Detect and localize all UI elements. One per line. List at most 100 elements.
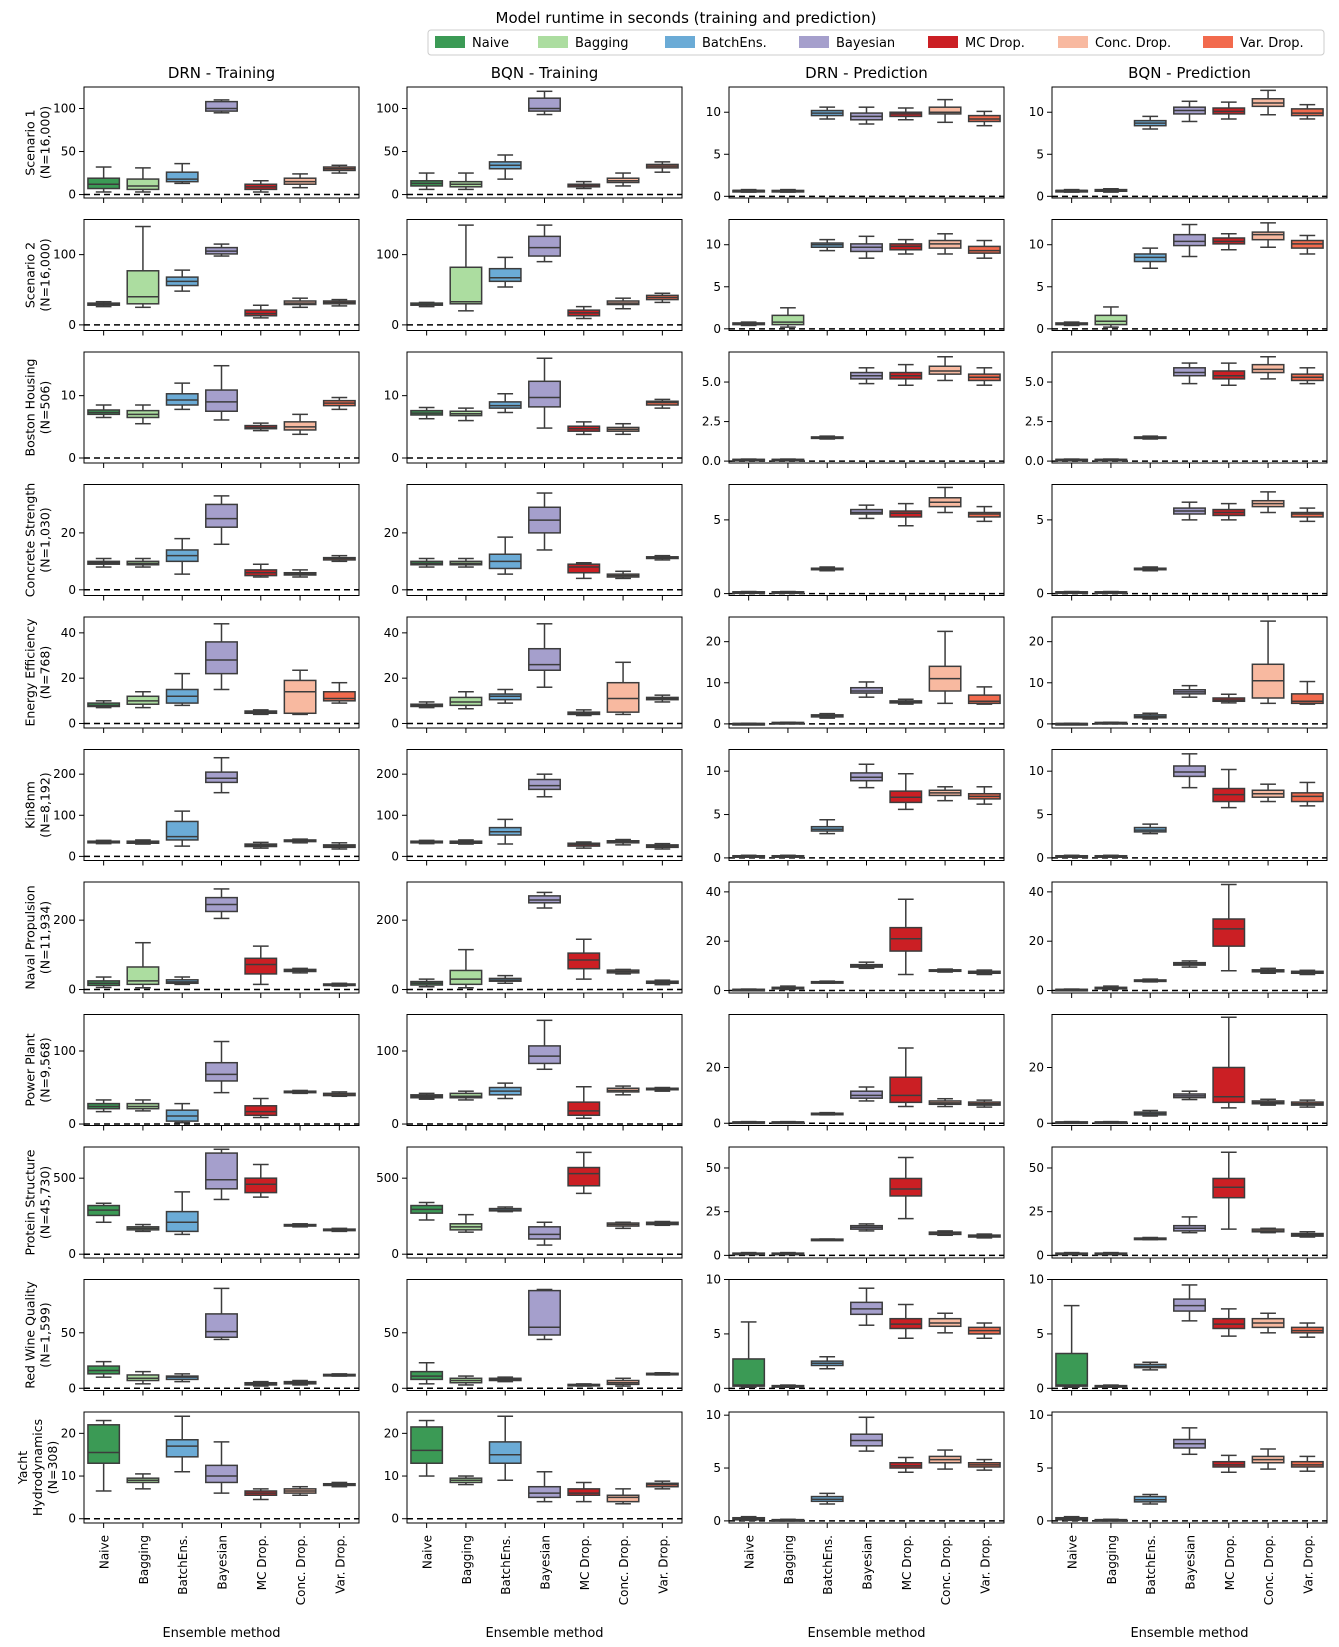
x-axis-label: Ensemble method <box>485 1626 603 1641</box>
box-bayesian <box>850 504 883 520</box>
y-tick-label: 0 <box>68 188 76 202</box>
box-naive <box>87 1099 121 1113</box>
legend-swatch <box>928 36 958 48</box>
box-naive <box>410 172 444 191</box>
box-bayesian <box>1173 960 1206 968</box>
box-bayesian <box>205 1040 238 1094</box>
box-conc-drop- <box>283 173 317 189</box>
box-bayesian <box>850 235 883 259</box>
box-bagging <box>449 1375 483 1386</box>
y-tick-label: 20 <box>1029 1060 1044 1074</box>
box-body <box>205 771 238 784</box>
box-body <box>967 694 1001 705</box>
box-mc-drop- <box>244 1163 278 1198</box>
box-naive <box>87 1419 121 1492</box>
box-body <box>606 1494 640 1503</box>
box-mc-drop- <box>889 502 923 527</box>
y-tick-label: 20 <box>61 671 76 685</box>
box-bagging <box>126 839 160 845</box>
y-tick-label: 0 <box>391 1117 399 1131</box>
box-bayesian <box>205 364 238 421</box>
box-mc-drop- <box>889 1303 923 1340</box>
box-naive <box>732 188 766 193</box>
panel-frame <box>83 219 360 331</box>
panel: 0 5 10 <box>1029 749 1328 866</box>
box-bayesian <box>205 888 238 920</box>
box-body <box>1094 314 1128 326</box>
box-body <box>928 106 962 115</box>
box-body <box>205 1464 238 1484</box>
y-tick-label: 0 <box>713 851 721 865</box>
box-batchens- <box>165 382 199 411</box>
box-body <box>1212 918 1246 947</box>
box-var-drop- <box>645 161 679 173</box>
box-bayesian <box>850 106 883 125</box>
box-batchens- <box>810 712 844 719</box>
box-var-drop- <box>322 1481 356 1488</box>
figure-title: Model runtime in seconds (training and p… <box>496 9 877 27</box>
y-tick-label: 5 <box>1036 808 1044 822</box>
box-bayesian <box>850 681 883 698</box>
box-conc-drop- <box>1251 620 1285 705</box>
box-bayesian <box>528 773 561 798</box>
box-batchens- <box>810 1111 844 1116</box>
box-bayesian <box>1173 753 1206 789</box>
box-naive <box>1055 321 1089 327</box>
box-var-drop- <box>322 1091 356 1098</box>
box-var-drop- <box>322 554 356 563</box>
y-tick-label: 2.5 <box>1025 415 1044 429</box>
x-tick-label: Naive <box>421 1535 435 1569</box>
box-bayesian <box>528 90 561 116</box>
legend-label: Bagging <box>575 36 629 51</box>
row-label-line: (N=9,568) <box>38 1037 53 1102</box>
panel: 0 20 <box>706 1014 1005 1131</box>
row-label-line: Naval Propulsion <box>23 885 38 989</box>
panel-frame <box>1051 1014 1328 1126</box>
x-tick-label: BatchEns. <box>176 1535 190 1595</box>
row-label-line: (N=768) <box>38 646 53 699</box>
box-bagging <box>771 1518 805 1522</box>
box-mc-drop- <box>244 945 278 986</box>
box-bagging <box>126 557 160 568</box>
box-body <box>449 969 483 986</box>
box-mc-drop- <box>1212 693 1246 704</box>
y-tick-label: 0 <box>68 983 76 997</box>
y-tick-label: 5.0 <box>702 375 721 389</box>
box-bagging <box>1094 1518 1128 1522</box>
y-tick-label: 0 <box>713 189 721 203</box>
box-body <box>1290 792 1324 803</box>
box-batchens- <box>488 256 522 288</box>
panel: 0 10 20 Naive Bagging BatchEns. Bayesian MC Dro… <box>384 1411 683 1641</box>
box-mc-drop- <box>889 773 923 811</box>
box-batchens- <box>488 154 522 180</box>
box-bagging <box>771 1384 805 1388</box>
y-tick-label: 5 <box>713 808 721 822</box>
box-batchens- <box>1133 435 1167 440</box>
row-label-line: Hydrodynamics <box>30 1419 45 1516</box>
box-batchens- <box>1133 1493 1167 1505</box>
y-tick-label: 0 <box>391 188 399 202</box>
y-tick-label: 5 <box>713 513 721 527</box>
y-tick-label: 0 <box>713 717 721 731</box>
box-batchens- <box>1133 1236 1167 1241</box>
box-batchens- <box>165 162 199 185</box>
box-body <box>567 1101 601 1117</box>
panel: 0.0 2.5 5.0 <box>702 351 1005 468</box>
panel: 0 10 20 <box>1029 616 1328 733</box>
box-mc-drop- <box>1212 362 1246 386</box>
box-bagging <box>771 721 805 725</box>
box-batchens- <box>488 393 522 414</box>
box-mc-drop- <box>567 1151 601 1195</box>
box-mc-drop- <box>567 421 601 436</box>
box-conc-drop- <box>1251 1312 1285 1334</box>
box-var-drop- <box>967 1458 1001 1471</box>
row-label-line: (N=1,599) <box>38 1302 53 1367</box>
x-tick-label: Bayesian <box>216 1535 230 1590</box>
y-tick-label: 20 <box>1029 934 1044 948</box>
box-conc-drop- <box>283 1485 317 1496</box>
box-mc-drop- <box>244 1380 278 1387</box>
box-mc-drop- <box>889 698 923 705</box>
box-batchens- <box>810 1492 844 1505</box>
box-mc-drop- <box>1212 768 1246 809</box>
column-title: BQN - Training <box>491 64 598 82</box>
